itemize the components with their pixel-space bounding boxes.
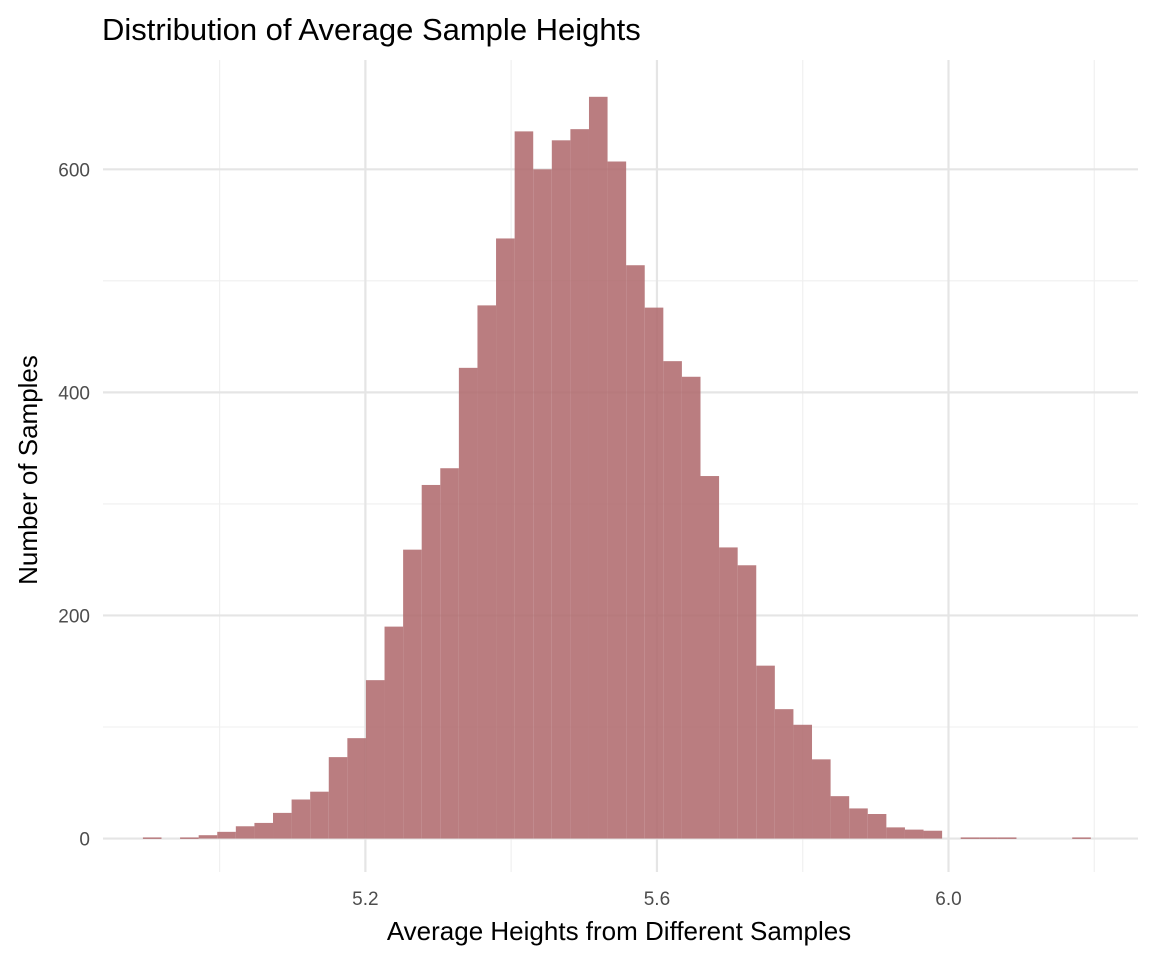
y-tick-label: 0 bbox=[79, 830, 90, 851]
histogram-bar bbox=[365, 680, 385, 839]
histogram-bar bbox=[681, 376, 701, 839]
histogram-bar bbox=[142, 837, 162, 839]
histogram-bar bbox=[588, 96, 608, 839]
histogram-bar bbox=[458, 367, 478, 839]
histogram-bar bbox=[923, 830, 943, 839]
x-tick-label: 5.2 bbox=[352, 889, 378, 910]
histogram-bar bbox=[867, 814, 887, 839]
histogram-bar bbox=[198, 835, 218, 839]
histogram-bar bbox=[756, 665, 775, 839]
histogram-bar bbox=[626, 265, 645, 839]
histogram-bar bbox=[310, 791, 329, 839]
y-axis-tick-labels: 0 200 400 600 bbox=[58, 160, 90, 850]
y-tick-label: 400 bbox=[58, 383, 90, 404]
histogram-bar bbox=[533, 169, 552, 839]
histogram-bar bbox=[774, 709, 794, 839]
histogram-bars bbox=[142, 96, 1091, 839]
histogram-bar bbox=[830, 796, 850, 839]
histogram-bar bbox=[328, 757, 348, 839]
x-axis-tick-labels: 5.2 5.6 6.0 bbox=[352, 889, 962, 910]
histogram-bar bbox=[496, 238, 515, 839]
y-tick-label: 200 bbox=[58, 606, 90, 627]
histogram-bar bbox=[403, 549, 422, 839]
histogram-bar bbox=[347, 738, 366, 839]
x-tick-label: 6.0 bbox=[935, 889, 961, 910]
histogram-bar bbox=[886, 827, 905, 839]
histogram-bar bbox=[812, 759, 831, 839]
x-tick-label: 5.6 bbox=[644, 889, 670, 910]
histogram-bar bbox=[254, 822, 274, 839]
y-tick-label: 600 bbox=[58, 160, 90, 181]
x-axis-title: Average Heights from Different Samples bbox=[387, 916, 851, 946]
histogram-bar bbox=[217, 831, 236, 839]
histogram-bar bbox=[737, 565, 757, 839]
histogram-bar bbox=[904, 829, 924, 839]
histogram-bar bbox=[273, 812, 292, 839]
histogram-bar bbox=[440, 468, 459, 839]
histogram-bar bbox=[663, 361, 682, 839]
histogram-bar bbox=[570, 129, 589, 839]
histogram-bar bbox=[700, 476, 720, 839]
histogram-bar bbox=[849, 808, 868, 839]
histogram-bar bbox=[644, 307, 664, 839]
chart-title: Distribution of Average Sample Heights bbox=[102, 12, 641, 47]
histogram-bar bbox=[180, 837, 199, 839]
histogram-bar bbox=[1072, 837, 1091, 839]
histogram-bar bbox=[719, 547, 738, 839]
histogram-bar bbox=[235, 826, 255, 839]
y-axis-title: Number of Samples bbox=[13, 355, 43, 585]
histogram-bar bbox=[979, 837, 998, 839]
histogram-bar bbox=[421, 484, 441, 839]
histogram-bar bbox=[960, 837, 980, 839]
histogram-bar bbox=[384, 626, 404, 839]
histogram-bar bbox=[607, 161, 627, 839]
histogram-bar bbox=[997, 837, 1017, 839]
histogram-bar bbox=[291, 799, 311, 839]
histogram-bar bbox=[514, 131, 534, 839]
histogram-bar bbox=[793, 724, 813, 839]
histogram-bar bbox=[477, 305, 497, 839]
histogram-bar bbox=[551, 140, 571, 839]
